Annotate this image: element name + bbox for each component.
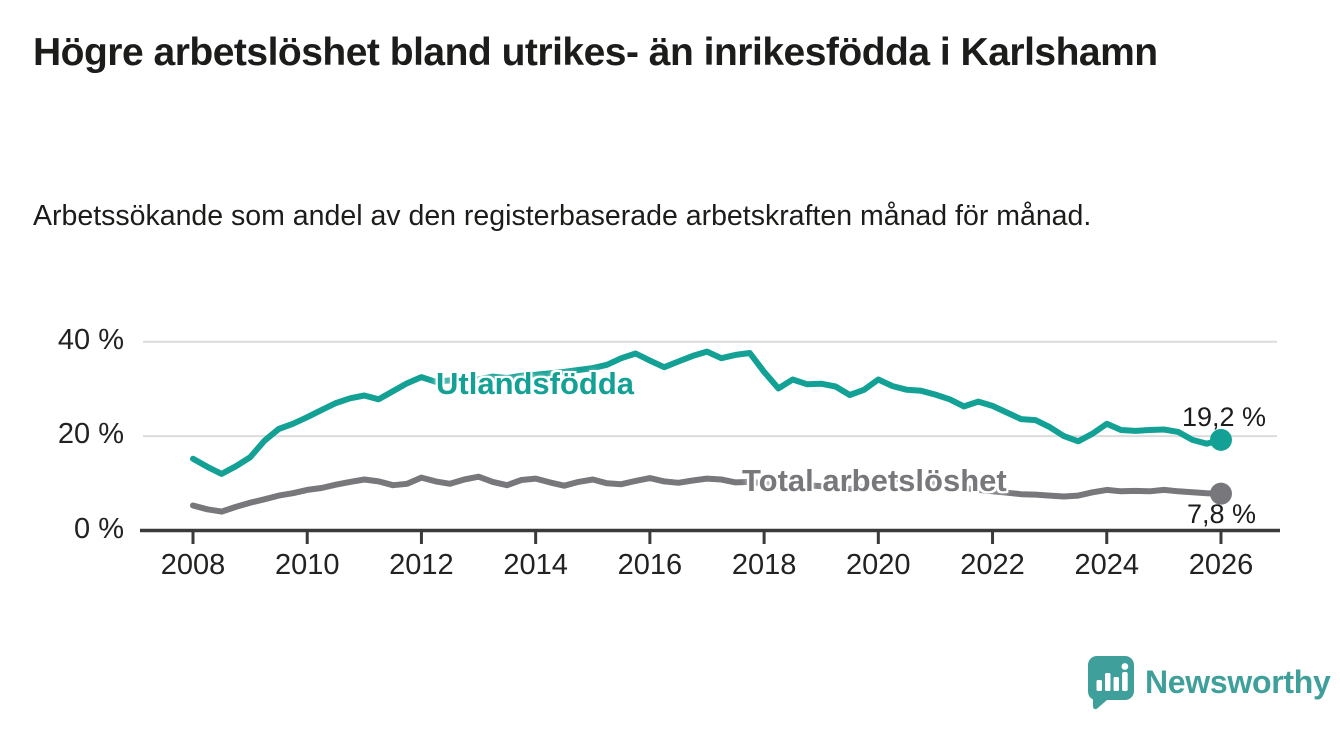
- x-tick-label: 2024: [1074, 549, 1139, 581]
- series-end-dot-utlandsfodda: [1209, 428, 1232, 451]
- series-end-dot-total: [1209, 482, 1232, 505]
- x-tick-label: 2016: [617, 549, 683, 581]
- newsworthy-logo-text: Newsworthy: [1145, 663, 1331, 700]
- y-tick-label: 0 %: [74, 512, 124, 545]
- x-tick-label: 2008: [160, 549, 226, 581]
- x-tick-label: 2026: [1188, 549, 1254, 581]
- x-tick-label: 2012: [389, 549, 454, 581]
- newsworthy-logo-icon: [1088, 656, 1134, 710]
- series-label-total-arbetsloshet: Total arbetslöshet: [742, 463, 1007, 498]
- x-tick-label: 2022: [960, 549, 1025, 581]
- y-tick-label: 40 %: [57, 323, 124, 356]
- series-line-utlandsfodda: [190, 348, 1224, 477]
- end-value-total-arbetsloshet: 7,8 %: [1186, 499, 1256, 529]
- series-line-total: [190, 473, 1224, 515]
- chart-subtitle: Arbetssökande som andel av den registerb…: [33, 200, 1092, 232]
- end-value-utlandsfodda: 19,2 %: [1181, 402, 1266, 432]
- x-tick-label: 2018: [731, 549, 797, 581]
- series-label-utlandsfodda: Utlandsfödda: [436, 366, 635, 401]
- chart-title: Högre arbetslöshet bland utrikes- än inr…: [33, 31, 1158, 74]
- x-tick-label: 2020: [846, 549, 911, 581]
- y-tick-label: 20 %: [57, 418, 124, 451]
- newsworthy-logo: Newsworthy: [1086, 654, 1331, 710]
- x-tick-label: 2014: [503, 549, 568, 581]
- x-tick-label: 2010: [274, 549, 340, 581]
